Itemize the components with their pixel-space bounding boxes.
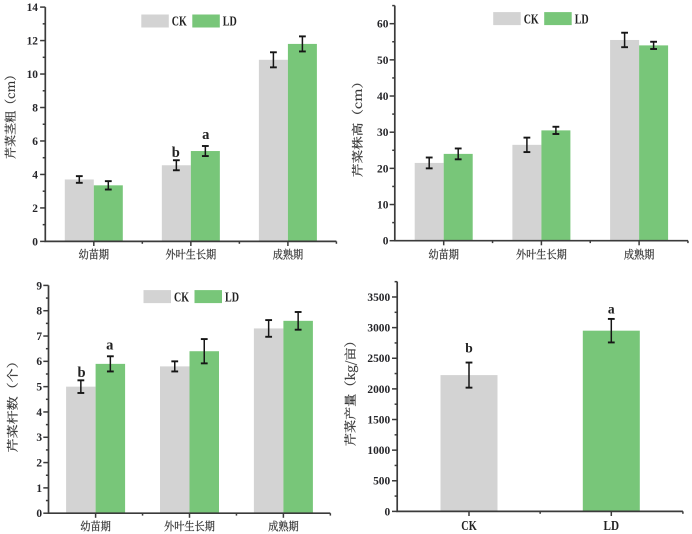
svg-text:0: 0 <box>384 506 390 518</box>
svg-text:20: 20 <box>377 163 389 175</box>
svg-text:6: 6 <box>32 136 38 148</box>
svg-text:10: 10 <box>377 199 389 211</box>
svg-text:1: 1 <box>36 483 42 495</box>
svg-text:LD: LD <box>575 11 589 26</box>
svg-text:b: b <box>465 340 473 355</box>
svg-text:10: 10 <box>27 69 39 81</box>
svg-text:0: 0 <box>36 508 42 520</box>
svg-text:2: 2 <box>36 457 42 469</box>
svg-text:2: 2 <box>32 203 38 215</box>
svg-text:LD: LD <box>225 289 239 304</box>
svg-text:1500: 1500 <box>367 414 390 426</box>
svg-text:b: b <box>77 365 85 381</box>
svg-text:a: a <box>608 302 615 317</box>
svg-text:40: 40 <box>377 91 389 103</box>
svg-text:12: 12 <box>27 35 39 47</box>
svg-text:2500: 2500 <box>367 353 390 365</box>
svg-text:3000: 3000 <box>367 323 390 335</box>
svg-text:4: 4 <box>32 169 38 181</box>
svg-text:LD: LD <box>223 14 237 29</box>
svg-text:4: 4 <box>36 407 42 419</box>
svg-text:8: 8 <box>36 306 42 318</box>
svg-text:3: 3 <box>36 432 42 444</box>
svg-text:a: a <box>202 127 210 143</box>
svg-text:b: b <box>172 145 180 161</box>
svg-text:CK: CK <box>524 11 539 26</box>
svg-text:50: 50 <box>377 55 389 67</box>
svg-text:3500: 3500 <box>367 292 390 304</box>
svg-text:LD: LD <box>604 519 620 534</box>
svg-text:60: 60 <box>377 19 389 31</box>
svg-text:CK: CK <box>172 14 187 29</box>
svg-text:30: 30 <box>377 127 389 139</box>
svg-text:5: 5 <box>36 382 42 394</box>
svg-text:2000: 2000 <box>367 384 390 396</box>
svg-text:9: 9 <box>36 280 42 292</box>
svg-text:500: 500 <box>373 476 390 488</box>
svg-text:0: 0 <box>383 236 389 248</box>
svg-text:0: 0 <box>32 236 38 248</box>
svg-text:7: 7 <box>36 331 42 343</box>
svg-text:6: 6 <box>36 356 42 368</box>
svg-text:a: a <box>106 337 114 353</box>
svg-text:14: 14 <box>27 2 39 14</box>
svg-text:1000: 1000 <box>367 445 390 457</box>
svg-text:CK: CK <box>174 289 189 304</box>
svg-text:CK: CK <box>461 519 477 534</box>
svg-text:8: 8 <box>32 102 38 114</box>
